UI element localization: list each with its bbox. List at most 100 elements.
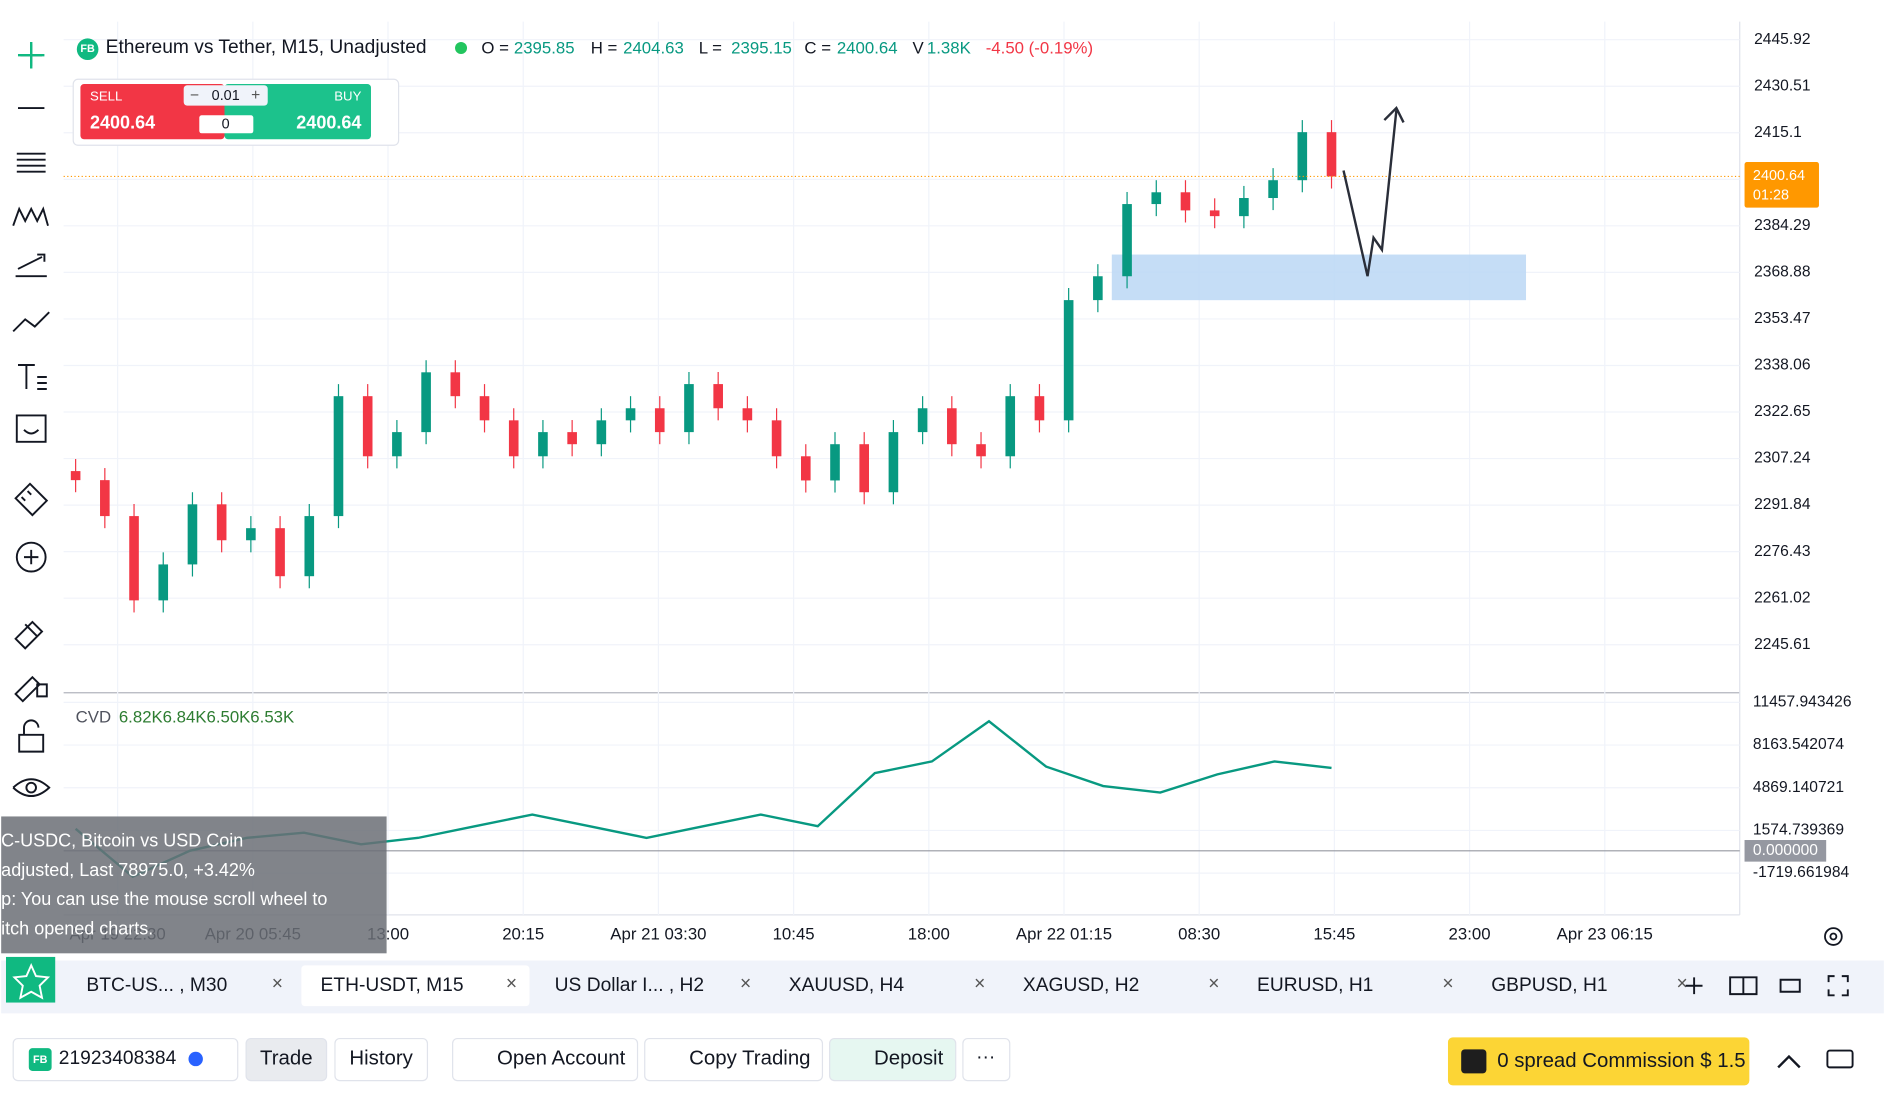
tab-label: ETH-USDT, M15 xyxy=(321,975,464,996)
window-icon[interactable] xyxy=(1826,1049,1854,1069)
toolbar-icon[interactable] xyxy=(12,778,51,797)
cvd-tick-label: 0.000000 xyxy=(1753,842,1818,859)
ohlc-value: 2400.64 xyxy=(837,39,898,58)
y-tick-label: 2415.1 xyxy=(1754,124,1802,141)
tab[interactable] xyxy=(535,965,764,1007)
y-tick-label: 2291.84 xyxy=(1754,496,1811,513)
tab-tool[interactable] xyxy=(1685,977,1703,995)
symbol-badge-text: FB xyxy=(80,43,95,55)
candle xyxy=(596,420,607,445)
candle xyxy=(1326,132,1337,177)
y-tick-label: 2276.43 xyxy=(1754,543,1810,560)
toolbar-icon[interactable] xyxy=(15,253,47,278)
candle xyxy=(800,456,811,481)
candle xyxy=(508,420,519,457)
bottom-button[interactable] xyxy=(452,1037,639,1082)
tab[interactable] xyxy=(1237,965,1466,1007)
tab-tool[interactable] xyxy=(1827,975,1849,997)
candle xyxy=(1151,192,1162,205)
tab-close[interactable]: × xyxy=(506,974,517,995)
toolbar-icon[interactable] xyxy=(12,206,49,227)
candle xyxy=(742,408,753,421)
x-tick-label: Apr 23 06:15 xyxy=(1557,925,1653,944)
lot-plus[interactable]: + xyxy=(251,87,260,104)
zone-rectangle xyxy=(1111,254,1527,301)
toolbar-icon[interactable] xyxy=(12,311,50,333)
candle xyxy=(976,444,986,457)
toolbar-icon[interactable] xyxy=(14,482,49,517)
price-tag-value: 2400.64 xyxy=(1753,168,1805,184)
candle xyxy=(1005,396,1016,457)
tab[interactable] xyxy=(1471,965,1701,1007)
lot-minus[interactable]: − xyxy=(190,87,199,104)
verified-icon xyxy=(188,1051,203,1067)
ohlc-label: O = xyxy=(481,39,509,58)
tab-close[interactable]: × xyxy=(740,974,751,995)
bottom-button[interactable] xyxy=(334,1037,429,1082)
candle xyxy=(1063,300,1074,421)
candle xyxy=(567,432,577,445)
bottom-button[interactable] xyxy=(245,1037,328,1082)
favorite-button[interactable] xyxy=(5,956,56,1003)
candle xyxy=(859,444,870,493)
settings-icon[interactable] xyxy=(1824,927,1843,946)
y-tick-label: 2384.29 xyxy=(1754,217,1810,234)
toolbar-icon[interactable] xyxy=(14,675,48,703)
tab-close[interactable]: × xyxy=(1208,974,1219,995)
tab-tool[interactable] xyxy=(1779,978,1801,993)
tab[interactable] xyxy=(1003,965,1232,1007)
lot-size: 0.01 xyxy=(212,88,240,104)
y-tick-label: 2368.88 xyxy=(1754,264,1810,281)
tooltip xyxy=(1,816,387,954)
candle xyxy=(450,372,461,397)
candle xyxy=(100,480,110,517)
bottom-button[interactable] xyxy=(829,1037,957,1082)
tab-label: BTC-US... , M30 xyxy=(86,975,227,996)
toolbar-icon[interactable] xyxy=(18,719,45,753)
promo-banner[interactable] xyxy=(1447,1037,1750,1086)
tab[interactable] xyxy=(769,965,998,1007)
volume-value: 1.38K xyxy=(927,39,972,58)
candle xyxy=(947,408,957,445)
add-icon[interactable] xyxy=(17,42,45,69)
candle xyxy=(654,408,665,433)
tab-close[interactable]: × xyxy=(1442,974,1453,995)
tab-close[interactable]: × xyxy=(974,974,985,995)
candle xyxy=(888,432,899,493)
toolbar-icon[interactable] xyxy=(15,414,47,443)
toolbar-icon[interactable] xyxy=(15,541,47,573)
tab-tool[interactable] xyxy=(1729,976,1758,996)
candle xyxy=(479,396,490,421)
x-tick-label: 23:00 xyxy=(1449,925,1491,944)
more-dots[interactable]: ··· xyxy=(976,1047,995,1068)
cvd-tick-label: 4869.140721 xyxy=(1753,779,1844,796)
tab[interactable] xyxy=(301,965,530,1007)
promo-text: 0 spread Commission $ 1.5 xyxy=(1497,1050,1745,1072)
cvd-tick-label: 1574.739369 xyxy=(1753,822,1844,839)
tab[interactable] xyxy=(67,965,296,1007)
tab-close[interactable]: × xyxy=(1676,974,1687,995)
candle xyxy=(684,384,694,433)
sell-price: 2400.64 xyxy=(90,112,155,132)
collapse-icon[interactable] xyxy=(1777,1054,1801,1069)
buy-price: 2400.64 xyxy=(296,112,361,132)
x-tick-label: 15:45 xyxy=(1313,925,1355,944)
ohlc-value: 2395.15 xyxy=(731,39,792,58)
more-button[interactable] xyxy=(962,1037,1011,1082)
toolbar-icon[interactable] xyxy=(16,152,46,173)
tab-close[interactable]: × xyxy=(272,974,283,995)
candle xyxy=(421,372,431,433)
candle xyxy=(1034,396,1045,421)
account-pill[interactable] xyxy=(12,1037,239,1082)
bottom-button-label: Trade xyxy=(260,1047,313,1069)
tooltip-line: p: You can use the mouse scroll wheel to xyxy=(1,889,327,909)
x-tick-label: 18:00 xyxy=(908,925,950,944)
toolbar-icon[interactable] xyxy=(14,620,44,650)
y-tick-label: 2338.06 xyxy=(1754,357,1810,374)
volume-label: V xyxy=(912,39,924,58)
bottom-button[interactable] xyxy=(644,1037,824,1082)
y-tick-label: 2322.65 xyxy=(1754,403,1811,420)
toolbar-icon[interactable] xyxy=(17,364,47,390)
y-tick-label: 2261.02 xyxy=(1754,589,1810,606)
